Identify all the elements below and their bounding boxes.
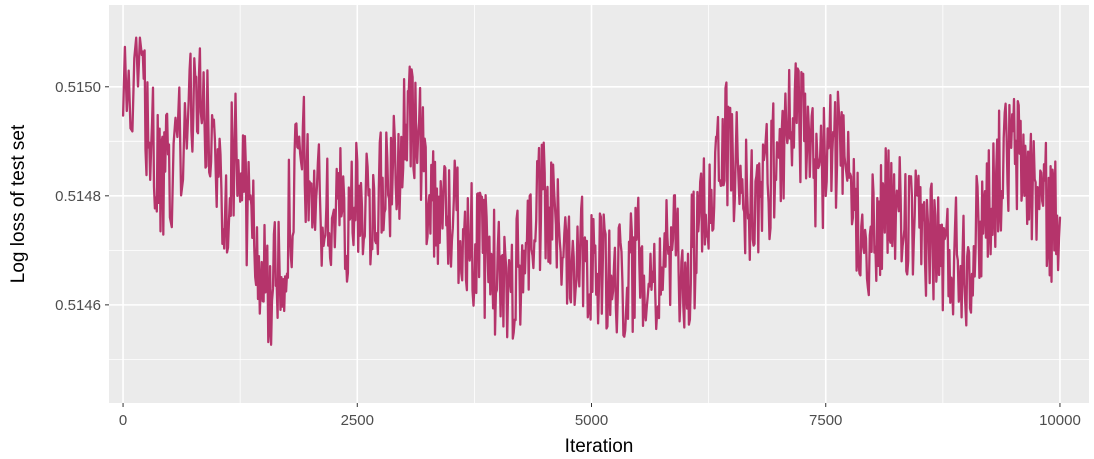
series-line (121, 36, 1062, 346)
x-tick-label: 5000 (575, 412, 608, 429)
x-tick-label: 7500 (809, 412, 842, 429)
x-tick-label: 0 (119, 412, 127, 429)
x-axis-title: Iteration (565, 436, 634, 457)
y-axis-title: Log loss of test set (8, 124, 29, 283)
x-tick-label: 10000 (1039, 412, 1081, 429)
y-tick-label: 0.5148 (55, 188, 101, 205)
y-tick-label: 0.5146 (55, 297, 101, 314)
x-axis: 0 2500 5000 7500 10000 (119, 403, 1081, 429)
y-axis: 0.5146 0.5148 0.5150 (55, 79, 109, 314)
y-tick-label: 0.5150 (55, 79, 101, 96)
x-tick-label: 2500 (341, 412, 374, 429)
plot-panel (109, 5, 1089, 403)
